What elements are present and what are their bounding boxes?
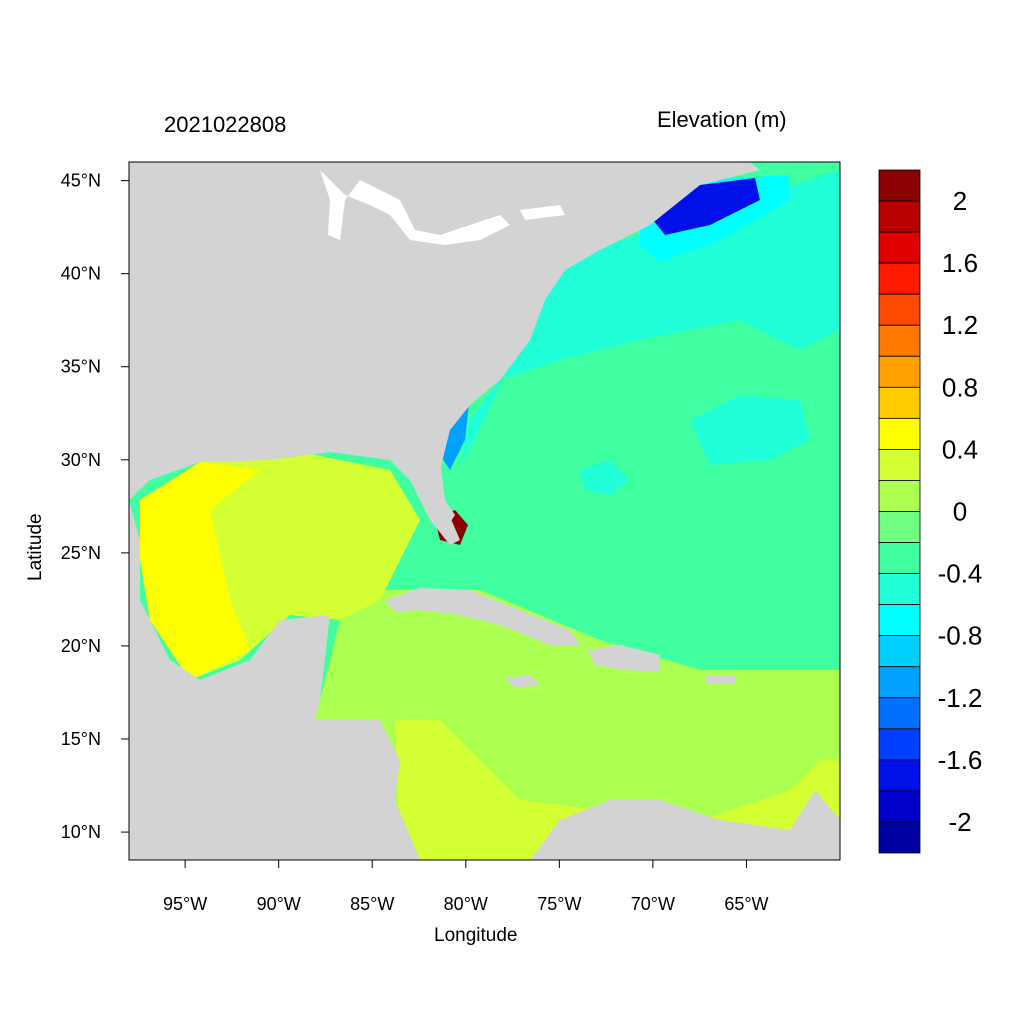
atlantic-cyan-zone-2 <box>690 395 810 465</box>
lake-ontario <box>520 205 565 220</box>
colorbar-swatch <box>878 573 921 606</box>
colorbar-label: -0.8 <box>938 621 983 651</box>
colorbar-swatch <box>878 480 921 512</box>
y-tick-label: 40°N <box>61 264 101 284</box>
hispaniola-land <box>588 645 660 672</box>
colorbar-label: -0.4 <box>938 559 983 589</box>
x-tick-label: 80°W <box>444 894 488 914</box>
colorbar-label: 2 <box>953 186 967 216</box>
gulf-of-maine-core <box>645 178 760 235</box>
colorbar-swatch <box>878 262 921 295</box>
north-america-land <box>129 162 760 545</box>
colorbar-swatch <box>878 790 921 823</box>
x-tick-label: 70°W <box>631 894 675 914</box>
jamaica-land <box>505 675 540 688</box>
map-plot-area <box>129 162 840 860</box>
colorbar-swatch <box>878 293 921 326</box>
colorbar-label: -1.6 <box>938 745 983 775</box>
colorbar-label: 1.2 <box>942 310 978 340</box>
colorbar-swatch <box>878 635 921 668</box>
x-axis-ticks: 95°W 90°W 85°W 80°W 75°W 70°W 65°W <box>163 860 769 914</box>
colorbar-swatch <box>878 697 921 730</box>
x-tick-label: 65°W <box>724 894 768 914</box>
colorbar-swatch <box>878 417 921 450</box>
cuba-land <box>385 588 580 645</box>
x-tick-label: 95°W <box>163 894 207 914</box>
x-axis-label: Longitude <box>434 925 518 946</box>
y-tick-label: 20°N <box>61 636 101 656</box>
y-axis-ticks: 10°N 15°N 20°N 25°N 30°N 35°N 40°N 45°N <box>61 171 129 842</box>
atlantic-cyan-zone <box>460 170 840 470</box>
gulf-western-high <box>140 462 260 680</box>
colorbar-swatch <box>878 728 921 761</box>
x-tick-label: 85°W <box>350 894 394 914</box>
colorbar-swatch <box>878 449 921 481</box>
y-tick-label: 25°N <box>61 543 101 563</box>
variable-title: Elevation (m) <box>657 107 787 132</box>
colorbar-swatch <box>878 821 921 854</box>
colorbar-swatch <box>878 200 921 233</box>
colorbar-label: 0.4 <box>942 434 978 464</box>
south-america-land <box>530 790 840 860</box>
colorbar-swatch <box>878 231 921 264</box>
atlantic-cyan-zone-3 <box>580 460 630 495</box>
colorbar: 2 1.6 1.2 0.8 0.4 0 -0.4 -0.8 -1.2 -1.6 -2 <box>878 169 983 854</box>
colorbar-swatch <box>878 324 921 357</box>
date-title: 2021022808 <box>164 112 287 137</box>
colorbar-swatch <box>878 169 921 202</box>
mexico-land <box>129 500 420 860</box>
colorbar-swatch <box>878 759 921 792</box>
colorbar-label: 0 <box>953 497 967 527</box>
colorbar-swatch <box>878 666 921 699</box>
colorbar-swatch <box>878 355 921 388</box>
y-tick-label: 30°N <box>61 450 101 470</box>
x-tick-label: 90°W <box>257 894 301 914</box>
colorbar-swatch <box>878 604 921 637</box>
y-tick-label: 45°N <box>61 171 101 191</box>
great-lakes <box>320 170 510 245</box>
y-tick-label: 15°N <box>61 729 101 749</box>
colorbar-label: -1.2 <box>938 683 983 713</box>
colorbar-label: 1.6 <box>942 248 978 278</box>
plot-frame <box>128 161 841 861</box>
y-tick-label: 10°N <box>61 822 101 842</box>
florida-peninsula <box>405 455 455 530</box>
colorbar-label: 0.8 <box>942 372 978 402</box>
puerto-rico-land <box>705 675 735 683</box>
colorbar-swatch <box>878 511 921 543</box>
y-tick-label: 35°N <box>61 357 101 377</box>
x-tick-label: 75°W <box>537 894 581 914</box>
colorbar-swatch <box>878 542 921 574</box>
colorbar-label: -2 <box>948 807 971 837</box>
colorbar-swatch <box>878 386 921 419</box>
